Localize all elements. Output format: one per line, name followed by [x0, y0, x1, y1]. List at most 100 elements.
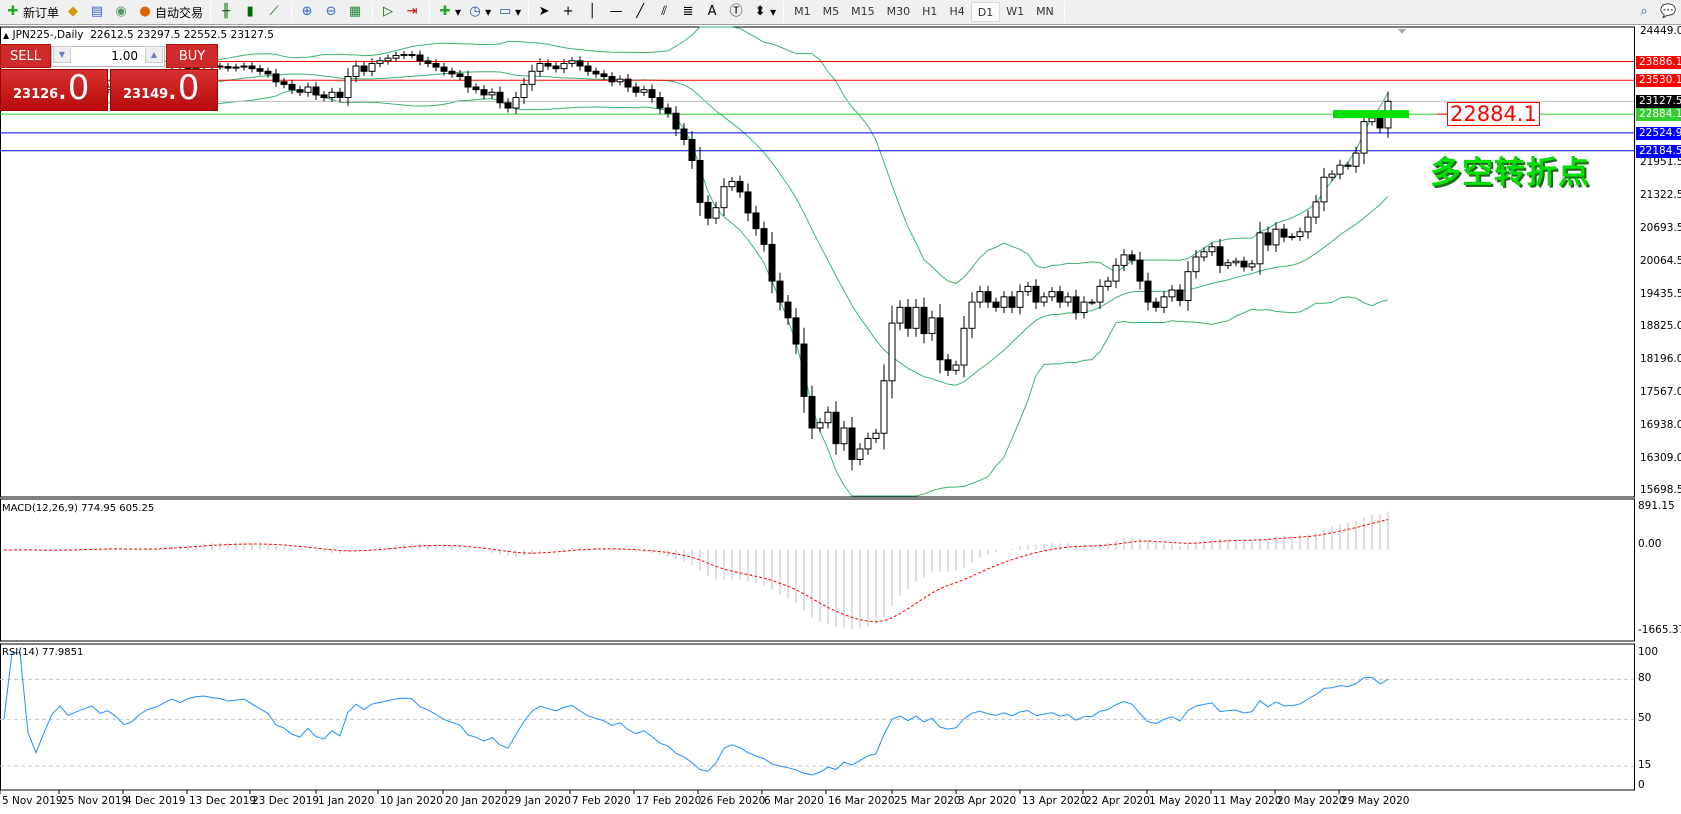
timeframe-m30[interactable]: M30: [886, 5, 911, 18]
auto-trading-button[interactable]: ● 自动交易: [134, 1, 206, 23]
lot-decrease-button[interactable]: ▼: [53, 46, 71, 63]
indicators-button[interactable]: ✚ ▾: [434, 1, 464, 23]
candle: [1000, 291, 1008, 314]
fibonacci-button[interactable]: ≣: [677, 1, 701, 23]
candle: [560, 58, 568, 74]
price-axis-label: 19435.5: [1640, 287, 1681, 300]
candle: [1136, 251, 1144, 290]
candlestick-button[interactable]: ▮: [239, 1, 263, 23]
signals-button[interactable]: ◉: [110, 1, 134, 23]
chat-icon: 💬: [1660, 4, 1677, 19]
chat-button[interactable]: 💬: [1657, 1, 1681, 23]
bull-candle-body: [1064, 296, 1072, 303]
vertical-line-icon: │: [588, 4, 597, 19]
buy-button[interactable]: BUY: [166, 44, 218, 68]
bear-candle-body: [920, 306, 928, 335]
turning-point-annotation[interactable]: 多空转折点: [1430, 155, 1590, 191]
sell-button[interactable]: SELL: [0, 44, 51, 68]
price-axis-label: 21322.5: [1640, 188, 1681, 201]
candle: [1216, 238, 1224, 274]
timeframe-m15[interactable]: M15: [851, 5, 875, 18]
line-chart-button[interactable]: ⟋: [263, 1, 287, 23]
buy-price-button[interactable]: 23149 .0: [110, 68, 218, 111]
bull-candle-body: [1040, 296, 1048, 303]
bull-candle-body: [864, 437, 872, 450]
candle: [896, 300, 904, 331]
level-annotation-label[interactable]: 22884.1: [1447, 102, 1540, 126]
candle: [256, 64, 264, 76]
chart-shift-button[interactable]: ⇥: [401, 1, 425, 23]
level-price-tag: 23886.1: [1636, 55, 1681, 69]
timeframe-w1[interactable]: W1: [1006, 5, 1025, 18]
indicators-icon: ✚: [439, 4, 451, 19]
collapse-icon[interactable]: ▲: [3, 31, 10, 40]
data-window-button[interactable]: ▤: [86, 1, 110, 23]
candle: [864, 432, 872, 455]
auto-scroll-button[interactable]: ▷: [377, 1, 401, 23]
cursor-button[interactable]: ➤: [533, 1, 557, 23]
bear-candle-body: [744, 191, 752, 214]
candle: [368, 58, 376, 77]
candle: [392, 51, 400, 62]
bear-candle-body: [832, 411, 840, 445]
chart-header: ▲ JPN225-,Daily 22612.5 23297.5 22552.5 …: [3, 29, 274, 41]
zoom-out-button[interactable]: ⊖: [320, 1, 344, 23]
date-axis-label: 1 Jan 2020: [318, 795, 375, 807]
candle: [440, 62, 448, 76]
trendline-button[interactable]: ╱: [629, 1, 653, 23]
bull-candle-body: [568, 60, 576, 64]
timeframe-h1[interactable]: H1: [922, 5, 938, 18]
candle: [1240, 256, 1248, 272]
templates-button[interactable]: ▭ ▾: [498, 4, 522, 19]
candle: [1320, 167, 1328, 212]
bull-candle-body: [712, 207, 720, 219]
bar-chart-button[interactable]: ╫: [215, 1, 239, 23]
bear-candle-body: [1264, 232, 1272, 246]
zoom-in-button[interactable]: ⊕: [296, 1, 320, 23]
market-watch-button[interactable]: ◆: [62, 1, 86, 23]
channel-icon: ⫽: [661, 4, 668, 19]
bull-candle-body: [1368, 117, 1376, 123]
text-button[interactable]: A: [701, 1, 725, 23]
candle: [792, 308, 800, 354]
timeframe-m1[interactable]: M1: [794, 5, 811, 18]
lot-size-input[interactable]: 1.00: [51, 46, 165, 67]
date-axis-label: 17 Feb 2020: [636, 795, 702, 807]
candle: [576, 56, 584, 71]
horizontal-line-button[interactable]: —: [605, 1, 629, 23]
new-order-button[interactable]: ✚ 新订单: [2, 1, 62, 23]
bear-candle-body: [944, 359, 952, 371]
text-label-button[interactable]: Ⓣ: [725, 1, 749, 23]
candle: [288, 79, 296, 95]
rsi-axis-label: 80: [1638, 672, 1652, 685]
price-axis-label: 24449.0: [1640, 25, 1681, 37]
equidistant-channel-button[interactable]: ⫽: [653, 1, 677, 23]
bull-candle-body: [1352, 152, 1360, 167]
price-axis-label: 16938.0: [1640, 418, 1681, 431]
vertical-line-button[interactable]: │: [581, 1, 605, 23]
crosshair-button[interactable]: +: [557, 1, 581, 23]
bull-candle-body: [1088, 301, 1096, 304]
candle: [1160, 291, 1168, 314]
rsi-axis-label: 50: [1638, 712, 1652, 725]
timeframe-h4[interactable]: H4: [949, 5, 965, 18]
candle: [1080, 296, 1088, 319]
periods-button[interactable]: ◷ ▾: [464, 1, 494, 23]
arrows-button[interactable]: ⬍ ▾: [749, 1, 779, 23]
candle: [400, 51, 408, 59]
tile-windows-button[interactable]: ▦: [344, 1, 368, 23]
timeframe-d1[interactable]: D1: [970, 2, 1001, 22]
candle: [720, 178, 728, 217]
sell-price-button[interactable]: 23126 .0: [0, 68, 108, 111]
timeframe-m5[interactable]: M5: [822, 5, 840, 18]
bull-candle-body: [1256, 232, 1264, 265]
candle: [488, 88, 496, 99]
date-axis-label: 5 Nov 2019: [2, 795, 63, 807]
timeframe-mn[interactable]: MN: [1036, 5, 1054, 18]
lot-increase-button[interactable]: ▲: [145, 46, 163, 63]
bear-candle-body: [632, 86, 640, 93]
chart-canvas[interactable]: [0, 25, 1681, 814]
rsi-axis-label: 15: [1638, 759, 1652, 771]
search-button[interactable]: ⌕: [1633, 1, 1657, 23]
macd-pane-border: [0, 498, 1635, 642]
